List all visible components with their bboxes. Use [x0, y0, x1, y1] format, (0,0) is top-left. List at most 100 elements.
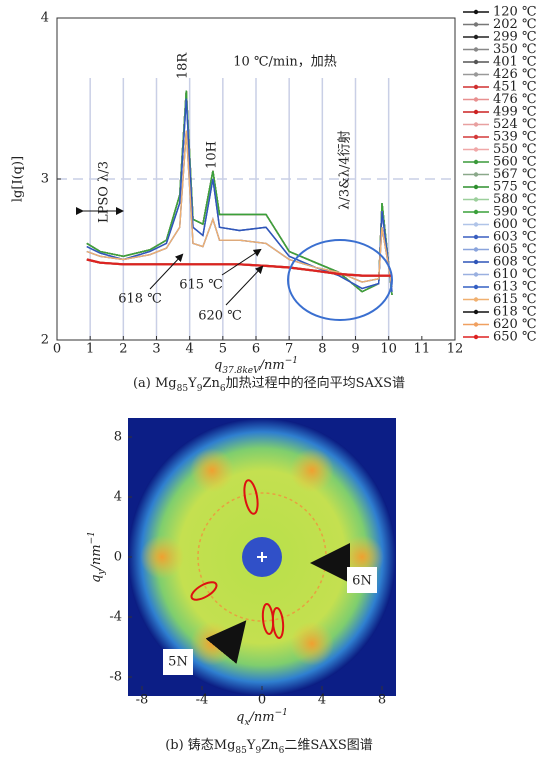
legend-marker [473, 34, 479, 40]
y-tick-label: 3 [41, 172, 49, 187]
x-axis-label-part: −1 [285, 356, 298, 366]
annotation: 18R [176, 52, 191, 80]
legend-marker [473, 234, 479, 240]
legend-label: 575 ℃ [493, 180, 537, 195]
legend-marker [473, 72, 479, 77]
caption-part: (b) 铸态Mg [165, 737, 235, 753]
highlight [271, 607, 285, 639]
x-tick-label: 10 [380, 342, 397, 357]
pointer [205, 620, 247, 664]
legend-label: 350 ℃ [493, 42, 537, 57]
y-axis-label-part: y [97, 569, 107, 576]
y-tick-label: 8 [114, 430, 122, 445]
x-tick-label: 4 [186, 342, 194, 357]
legend-marker [473, 97, 479, 102]
x-axis-label: q37.8keV/nm−1 [214, 356, 298, 376]
x-axis-label-part: /nm [248, 710, 275, 725]
caption-part: Y [187, 376, 197, 391]
legend-label: 590 ℃ [493, 205, 537, 220]
annotation: 6N [352, 574, 372, 589]
x-tick-label: 7 [285, 342, 293, 357]
y-tick-label: 4 [114, 490, 122, 505]
annotation: 10H [205, 141, 220, 169]
legend-label: 618 ℃ [493, 305, 537, 320]
y-tick-label: 0 [114, 550, 122, 565]
x-tick-label: 6 [252, 342, 260, 357]
legend-label: 603 ℃ [493, 230, 537, 245]
legend-label: 550 ℃ [493, 142, 537, 157]
series-line [86, 130, 393, 288]
y-axis-label-part: /nm [89, 544, 104, 571]
legend-marker [473, 59, 479, 65]
x-axis-label-part: q [214, 358, 222, 373]
x-tick-label: 3 [152, 342, 160, 357]
legend-marker [473, 159, 479, 165]
x-tick-label: 11 [414, 342, 431, 357]
x-tick-label: 0 [258, 693, 266, 708]
x-tick-label: -4 [196, 693, 209, 708]
highlight [287, 239, 393, 321]
x-axis-label-part: x [244, 718, 249, 728]
caption-part: 加热过程中的径向平均SAXS谱 [226, 375, 405, 391]
legend-label: 650 ℃ [493, 330, 537, 345]
beam-center [257, 552, 267, 562]
legend-label: 426 ℃ [493, 67, 537, 82]
caption-part: 9 [197, 384, 203, 394]
legend-marker [473, 134, 479, 140]
pointer [225, 265, 264, 306]
legend-label: 401 ℃ [493, 55, 537, 70]
caption-part: Zn [202, 376, 220, 391]
legend-label: 567 ℃ [493, 167, 537, 182]
legend-marker [473, 147, 479, 152]
legend-label: 613 ℃ [493, 280, 537, 295]
caption-part: 6 [279, 746, 285, 756]
annotation: 615 ℃ [179, 278, 223, 293]
series-line [86, 258, 392, 277]
annotation: 5N [168, 655, 188, 670]
y-axis-label-part: −1 [87, 531, 97, 544]
legend-marker [473, 297, 479, 302]
series-line [86, 98, 393, 292]
annotation: 10 ℃/min，加热 [233, 55, 336, 70]
x-tick-label: 2 [119, 342, 127, 357]
y-axis-label-part: q [89, 575, 104, 583]
series-line [86, 258, 392, 277]
legend-label: 120 ℃ [493, 5, 537, 20]
x-axis-label-part: −1 [275, 708, 288, 718]
label-box [163, 649, 193, 675]
y-tick-label: -8 [109, 670, 122, 685]
legend-label: 605 ℃ [493, 242, 537, 257]
legend-label: 451 ℃ [493, 80, 537, 95]
caption: (b) 铸态Mg85Y9Zn6二维SAXS图谱 [165, 737, 373, 756]
label-box [347, 567, 377, 593]
saxs-spot [290, 448, 334, 493]
annotation: LPSO λ/3 [97, 161, 112, 223]
legend-marker [473, 247, 479, 252]
y-tick-label: 4 [41, 11, 49, 26]
legend-label: 560 ℃ [493, 155, 537, 170]
legend-marker [473, 259, 479, 265]
saxs-spot [140, 535, 184, 579]
x-tick-label: 4 [318, 693, 326, 708]
y-axis-label: lg[I(q)] [11, 156, 26, 202]
legend-marker [473, 284, 479, 290]
legend-marker [473, 47, 479, 52]
legend-label: 476 ℃ [493, 92, 537, 107]
x-tick-label: -8 [136, 693, 149, 708]
highlight [243, 479, 259, 515]
caption-part: (a) Mg [133, 376, 177, 391]
series-line [86, 258, 392, 277]
caption: (a) Mg85Y9Zn6加热过程中的径向平均SAXS谱 [133, 375, 405, 394]
legend-label: 524 ℃ [493, 117, 537, 132]
legend-marker [473, 272, 479, 277]
caption-part: 6 [220, 384, 226, 394]
legend-marker [473, 322, 479, 327]
x-tick-label: 0 [53, 342, 61, 357]
x-tick-label: 1 [86, 342, 94, 357]
x-tick-label: 9 [351, 342, 359, 357]
legend-label: 539 ℃ [493, 130, 537, 145]
legend-label: 610 ℃ [493, 267, 537, 282]
legend-marker [473, 122, 479, 127]
x-tick-label: 5 [219, 342, 227, 357]
